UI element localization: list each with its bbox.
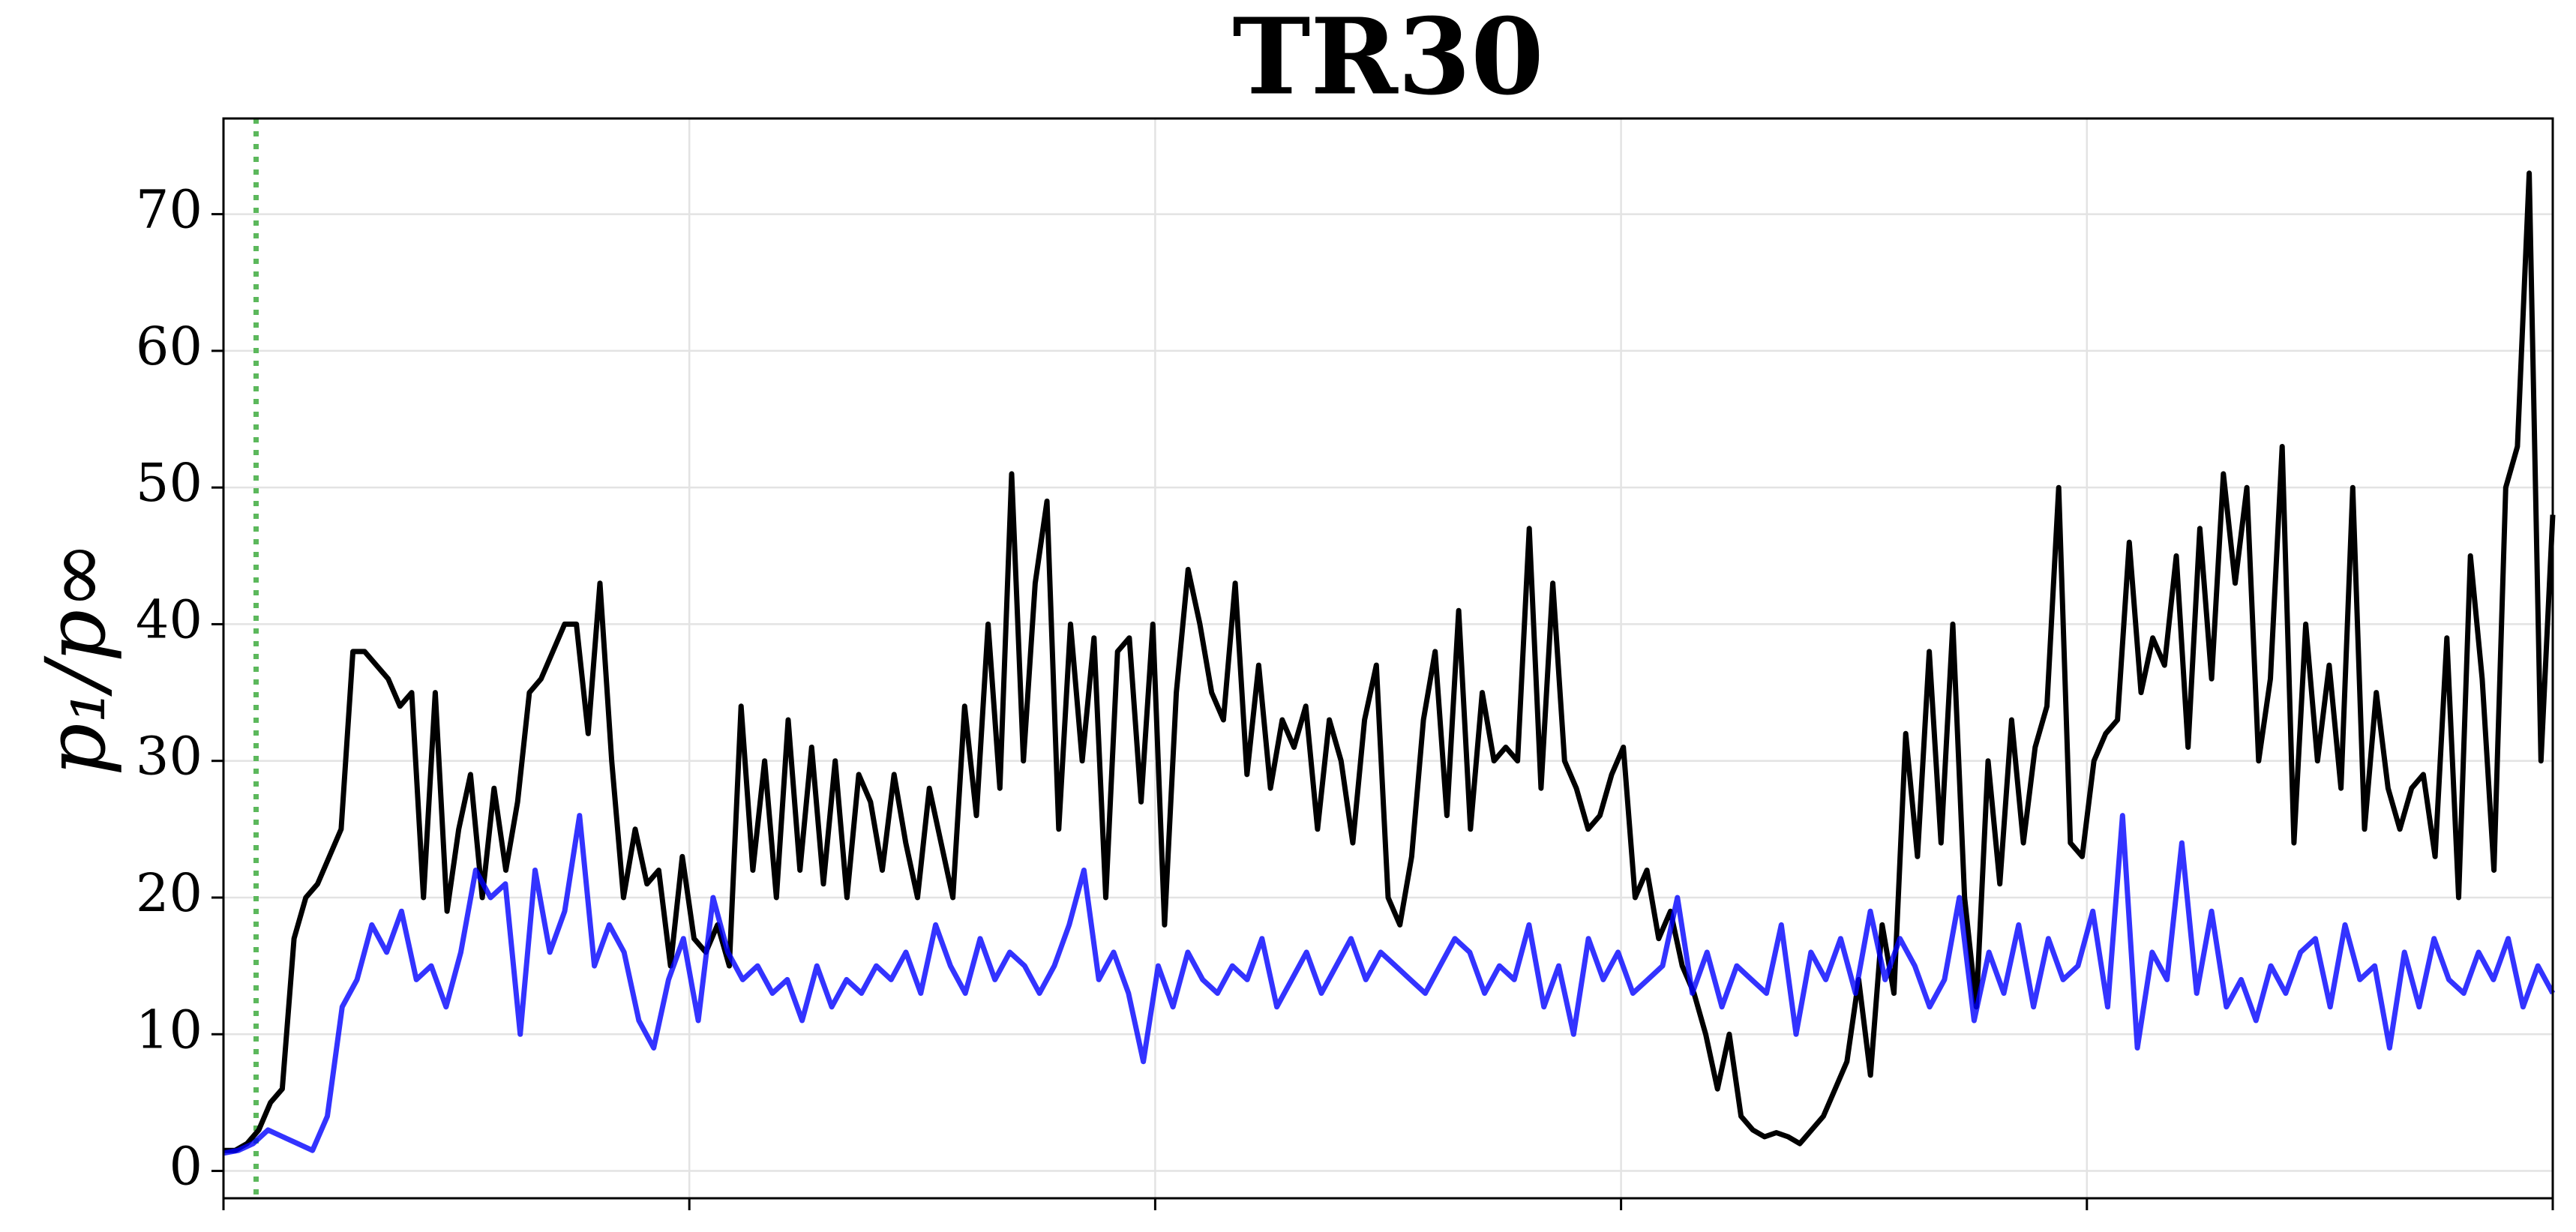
y-axis-label: p₁/p∞ [28, 541, 124, 776]
y-tick-label: 30 [136, 726, 202, 787]
y-tick-label: 70 [136, 179, 202, 241]
plot-frame [222, 117, 2554, 1200]
series-line [223, 170, 2556, 1153]
y-tick-label: 0 [169, 1136, 202, 1198]
chart-title: TR30 [1232, 0, 1543, 119]
y-tick-label: 20 [136, 862, 202, 924]
y-tick-label: 40 [136, 589, 202, 650]
y-tick-label: 60 [136, 316, 202, 377]
y-tick-label: 50 [136, 452, 202, 514]
y-tick-label: 10 [136, 999, 202, 1060]
series-line [223, 813, 2556, 1156]
